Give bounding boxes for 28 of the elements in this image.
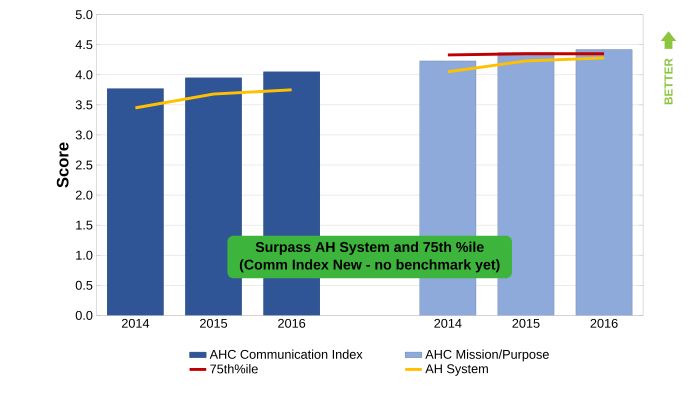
y-tick-label: 3.5 xyxy=(76,100,92,110)
y-tick-label: 4.0 xyxy=(76,70,92,80)
x-tick-label: 2016 xyxy=(278,318,306,328)
x-tick-label: 2014 xyxy=(122,318,150,328)
x-tick-label: 2016 xyxy=(590,318,618,328)
y-tick-label: 5.0 xyxy=(76,10,92,20)
y-axis-title: Score xyxy=(56,142,69,188)
y-tick-label: 4.5 xyxy=(76,40,92,50)
y-tick-label: 2.0 xyxy=(76,190,92,200)
legend-label: AHC Communication Index xyxy=(210,349,363,359)
annotation: Surpass AH System and 75th %ile xyxy=(256,242,484,255)
y-tick-label: 0.5 xyxy=(76,280,92,290)
bar xyxy=(107,88,164,316)
legend-label: AH System xyxy=(425,364,488,376)
annotation: (Comm Index New - no benchmark yet) xyxy=(240,259,500,272)
y-tick-label: 1.5 xyxy=(76,220,92,230)
x-tick-label: 2015 xyxy=(200,318,228,328)
x-tick-label: 2014 xyxy=(434,318,462,328)
bar xyxy=(576,49,632,316)
legend-label: 75th%ile xyxy=(210,364,258,374)
bar xyxy=(498,52,554,316)
y-tick-label: 3.0 xyxy=(76,130,92,140)
text: BETTER xyxy=(664,58,673,104)
y-tick-label: 1.0 xyxy=(76,250,92,260)
y-tick-label: 2.5 xyxy=(76,160,92,170)
x-tick-label: 2015 xyxy=(512,318,540,328)
legend-label: AHC Mission/Purpose xyxy=(425,349,549,362)
y-tick-label: 0.0 xyxy=(76,310,92,320)
